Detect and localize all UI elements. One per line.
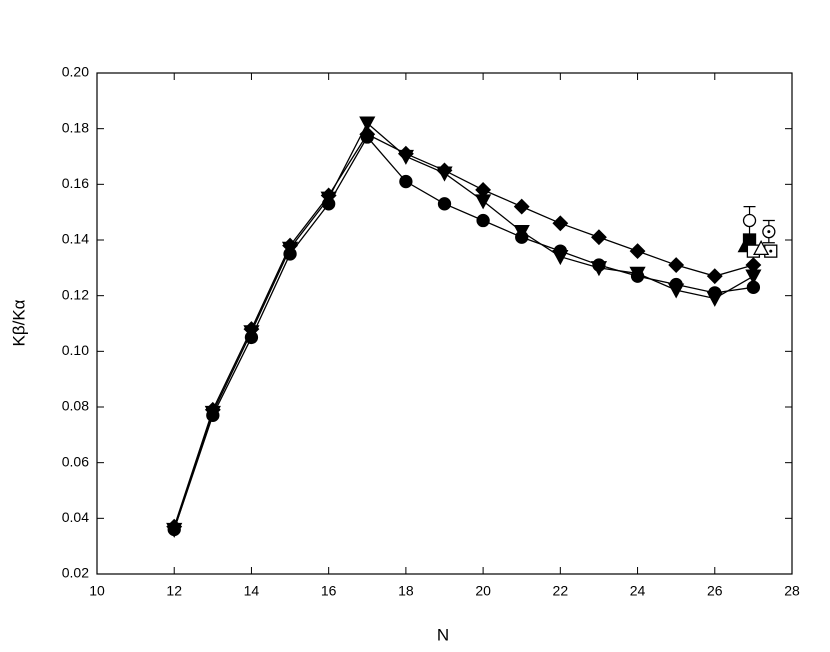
x-tick-label: 24 — [630, 583, 646, 599]
marker — [552, 215, 569, 232]
x-tick-label: 22 — [553, 583, 569, 599]
marker — [745, 269, 762, 285]
marker — [629, 243, 646, 260]
y-tick-label: 0.02 — [62, 565, 89, 581]
x-tick-label: 12 — [166, 583, 182, 599]
marker — [668, 283, 685, 299]
marker — [475, 194, 492, 210]
series-line — [173, 135, 754, 530]
marker — [437, 197, 452, 211]
marker — [204, 405, 221, 421]
x-tick-label: 18 — [398, 583, 414, 599]
y-tick-label: 0.08 — [62, 398, 89, 414]
marker — [397, 149, 414, 165]
plot-frame — [96, 72, 793, 575]
x-tick-label: 10 — [89, 583, 105, 599]
y-tick-label: 0.04 — [62, 509, 89, 525]
marker — [552, 250, 569, 266]
x-tick-label: 28 — [784, 583, 800, 599]
marker-dot — [767, 230, 771, 234]
y-tick-label: 0.16 — [62, 175, 89, 191]
marker-dot — [769, 249, 773, 253]
marker — [436, 166, 453, 182]
marker — [742, 213, 757, 228]
marker — [399, 174, 413, 189]
series-line — [173, 133, 754, 527]
marker — [359, 116, 376, 132]
marker — [513, 198, 530, 215]
y-tick-label: 0.10 — [62, 342, 89, 358]
marker — [166, 522, 183, 538]
marker — [476, 213, 490, 228]
x-axis-label: N — [437, 625, 449, 644]
marker — [590, 261, 608, 277]
marker — [706, 291, 723, 307]
x-tick-label: 14 — [244, 583, 260, 599]
y-axis-label: Kβ/Kα — [9, 299, 28, 346]
marker — [753, 239, 770, 255]
x-tick-label: 20 — [475, 583, 491, 599]
marker — [513, 225, 530, 241]
y-tick-label: 0.14 — [62, 231, 89, 247]
marker — [706, 268, 723, 285]
x-tick-label: 26 — [707, 583, 723, 599]
marker — [629, 266, 646, 282]
marker — [591, 229, 607, 246]
x-tick-label: 16 — [321, 583, 337, 599]
y-tick-label: 0.06 — [62, 453, 89, 469]
marker — [320, 191, 337, 207]
y-tick-label: 0.18 — [62, 119, 89, 135]
series-line — [173, 122, 754, 530]
marker — [281, 241, 299, 257]
y-tick-label: 0.12 — [62, 286, 89, 302]
marker — [668, 257, 685, 273]
y-tick-label: 0.20 — [62, 64, 89, 80]
marker — [243, 325, 260, 341]
